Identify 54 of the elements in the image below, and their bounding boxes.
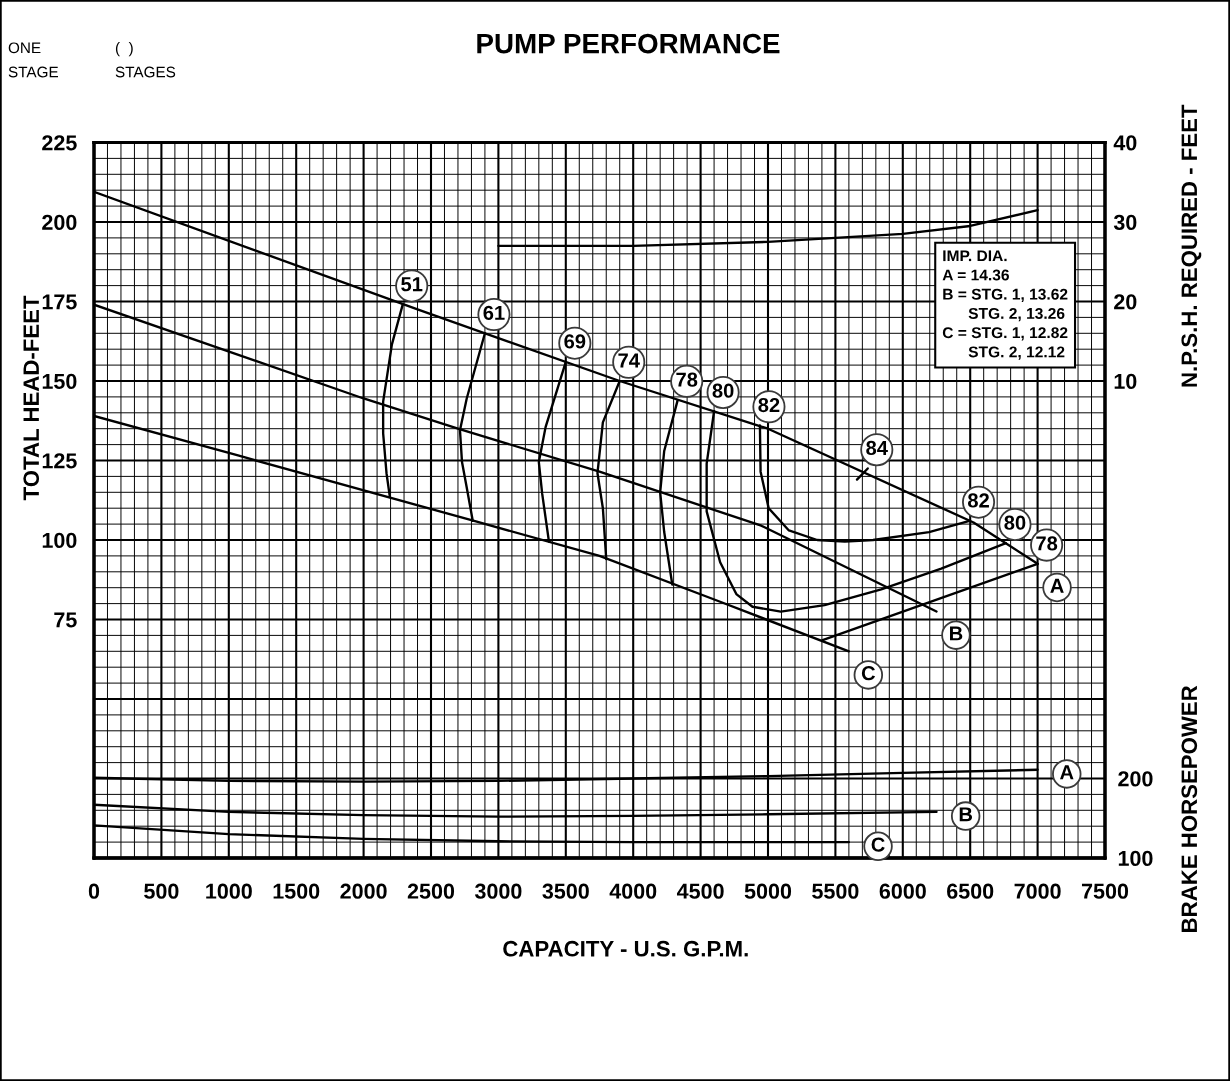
series-label: 69 bbox=[564, 334, 586, 349]
x-tick-label: 5000 bbox=[744, 883, 792, 899]
x-tick-label: 6500 bbox=[947, 883, 994, 899]
series-label: 80 bbox=[1004, 515, 1026, 530]
x-tick-label: 3000 bbox=[474, 883, 522, 899]
y3-tick-label: 100 bbox=[1118, 850, 1153, 867]
annotation: IMP. DIA. A = 14.36 B = STG. 1, 13.62 STG. 2, 13.26 C = STG. 1, 12.82 STG. 2, 12.12 bbox=[942, 250, 1068, 360]
y-tick-label: 225 bbox=[42, 135, 77, 151]
y-tick-label: 200 bbox=[42, 214, 77, 231]
x-tick-label: 4000 bbox=[609, 883, 657, 899]
x-axis-title: CAPACITY - U.S. G.P.M. bbox=[503, 940, 748, 957]
x-tick-label: 2000 bbox=[340, 883, 387, 899]
y-tick-label: 150 bbox=[42, 373, 77, 390]
y2-tick-label: 40 bbox=[1113, 135, 1137, 151]
series-label: 74 bbox=[618, 353, 640, 368]
x-tick-label: 7500 bbox=[1081, 883, 1129, 899]
x-tick-label: 500 bbox=[144, 883, 179, 899]
x-tick-label: 5500 bbox=[812, 883, 859, 899]
series-label: 78 bbox=[676, 372, 698, 387]
x-tick-label: 3500 bbox=[542, 883, 589, 899]
y2-tick-label: 20 bbox=[1114, 294, 1137, 310]
series-label: 84 bbox=[866, 440, 888, 456]
x-tick-label: 6000 bbox=[879, 883, 926, 899]
y2-axis-title: N.P.S.H. REQUIRED - FEET bbox=[1181, 104, 1202, 387]
text: ONE STAGE bbox=[8, 42, 58, 78]
series-label: 61 bbox=[483, 305, 505, 320]
x-tick-label: 0 bbox=[88, 883, 100, 899]
y3-tick-label: 200 bbox=[1118, 771, 1153, 787]
y2-tick-label: 10 bbox=[1114, 373, 1137, 390]
y3-axis-title: BRAKE HORSEPOWER bbox=[1181, 685, 1198, 932]
series-label: B bbox=[950, 626, 963, 641]
series-label: 82 bbox=[758, 397, 780, 413]
series-label: 51 bbox=[401, 277, 423, 292]
x-tick-label: 1500 bbox=[273, 883, 320, 899]
text: 82 bbox=[967, 493, 989, 508]
series-label: 78 bbox=[1036, 536, 1058, 551]
x-tick-label: 2500 bbox=[407, 883, 455, 899]
text: ( ) STAGES bbox=[115, 42, 176, 78]
series-label: A bbox=[1050, 578, 1064, 593]
series-label: C bbox=[861, 666, 876, 681]
x-tick-label: 1000 bbox=[206, 883, 252, 899]
x-tick-label: 7000 bbox=[1014, 883, 1061, 899]
y-tick-label: 100 bbox=[42, 532, 77, 549]
y2-tick-label: 30 bbox=[1113, 214, 1137, 231]
y-axis-title: TOTAL HEAD-FEET bbox=[23, 295, 40, 501]
y-tick-label: 75 bbox=[54, 612, 77, 628]
series-label: A bbox=[1059, 765, 1074, 780]
y-tick-label: 125 bbox=[42, 453, 77, 469]
series-label: B bbox=[959, 807, 973, 822]
x-tick-label: 4500 bbox=[676, 883, 724, 899]
chart-title: PUMP PERFORMANCE bbox=[477, 33, 780, 54]
series-label: C bbox=[871, 837, 885, 852]
text: 80 bbox=[712, 383, 734, 398]
y-tick-label: 175 bbox=[42, 294, 77, 310]
